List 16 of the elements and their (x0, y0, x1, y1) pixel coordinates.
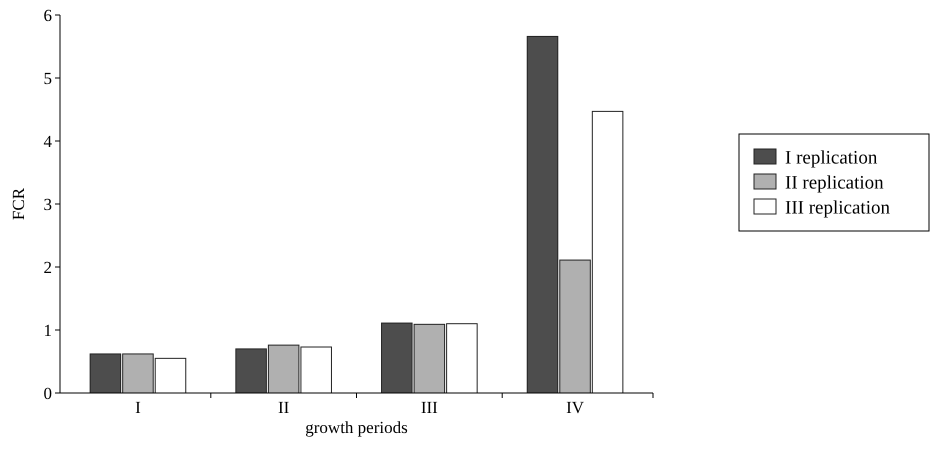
y-tick-label: 2 (44, 258, 52, 277)
x-tick-label: I (135, 398, 142, 417)
y-tick-label: 5 (44, 68, 52, 88)
x-tick-label: III (420, 398, 438, 417)
y-tick-label: 1 (44, 320, 52, 340)
y-tick-label: 0 (44, 384, 52, 403)
x-tick-label: IV (566, 398, 585, 417)
y-tick-label: 4 (44, 132, 52, 151)
legend-label: I replication (785, 148, 878, 169)
y-axis-title: FCR (9, 187, 28, 220)
x-tick-label: II (278, 398, 290, 417)
x-axis-title: growth periods (305, 418, 408, 437)
y-tick-label: 6 (44, 6, 52, 25)
legend-label: III replication (785, 198, 890, 219)
legend-label: II replication (785, 172, 884, 194)
y-tick-label: 3 (44, 194, 52, 214)
